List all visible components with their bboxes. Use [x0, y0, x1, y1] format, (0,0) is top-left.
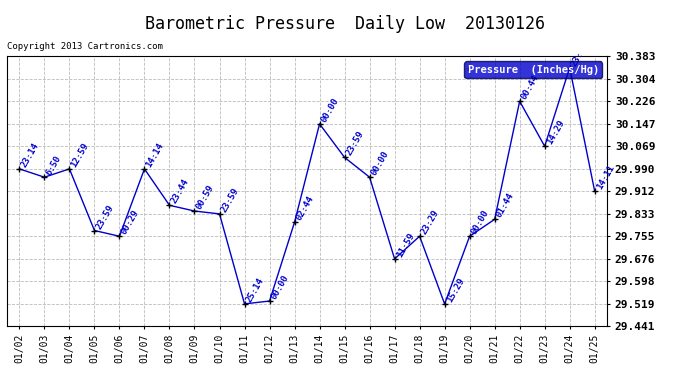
Text: 00:44: 00:44: [520, 74, 541, 101]
Text: 23:44: 23:44: [170, 177, 190, 205]
Text: 14:14: 14:14: [144, 141, 166, 169]
Text: 14:11: 14:11: [595, 164, 616, 191]
Text: 14:29: 14:29: [544, 118, 566, 146]
Text: 23:59: 23:59: [344, 130, 366, 158]
Legend: Pressure  (Inches/Hg): Pressure (Inches/Hg): [464, 62, 602, 78]
Text: 01:44: 01:44: [495, 192, 516, 219]
Text: 23:29: 23:29: [420, 209, 441, 236]
Text: 23:59: 23:59: [219, 186, 241, 214]
Text: 15:29: 15:29: [444, 276, 466, 304]
Text: Barometric Pressure  Daily Low  20130126: Barometric Pressure Daily Low 20130126: [145, 15, 545, 33]
Text: 00:00: 00:00: [470, 209, 491, 236]
Text: 11:59: 11:59: [395, 231, 416, 259]
Text: 23:: 23:: [570, 49, 586, 68]
Text: 23:14: 23:14: [19, 141, 41, 169]
Text: 00:59: 00:59: [195, 183, 216, 211]
Text: 6:50: 6:50: [44, 154, 63, 177]
Text: 00:29: 00:29: [119, 209, 141, 236]
Text: 02:44: 02:44: [295, 194, 316, 222]
Text: 23:59: 23:59: [95, 203, 116, 231]
Text: 12:59: 12:59: [70, 141, 90, 169]
Text: 00:00: 00:00: [270, 273, 290, 301]
Text: 25:14: 25:14: [244, 276, 266, 304]
Text: 00:00: 00:00: [319, 96, 341, 124]
Text: Copyright 2013 Cartronics.com: Copyright 2013 Cartronics.com: [7, 42, 163, 51]
Text: 00:00: 00:00: [370, 149, 391, 177]
